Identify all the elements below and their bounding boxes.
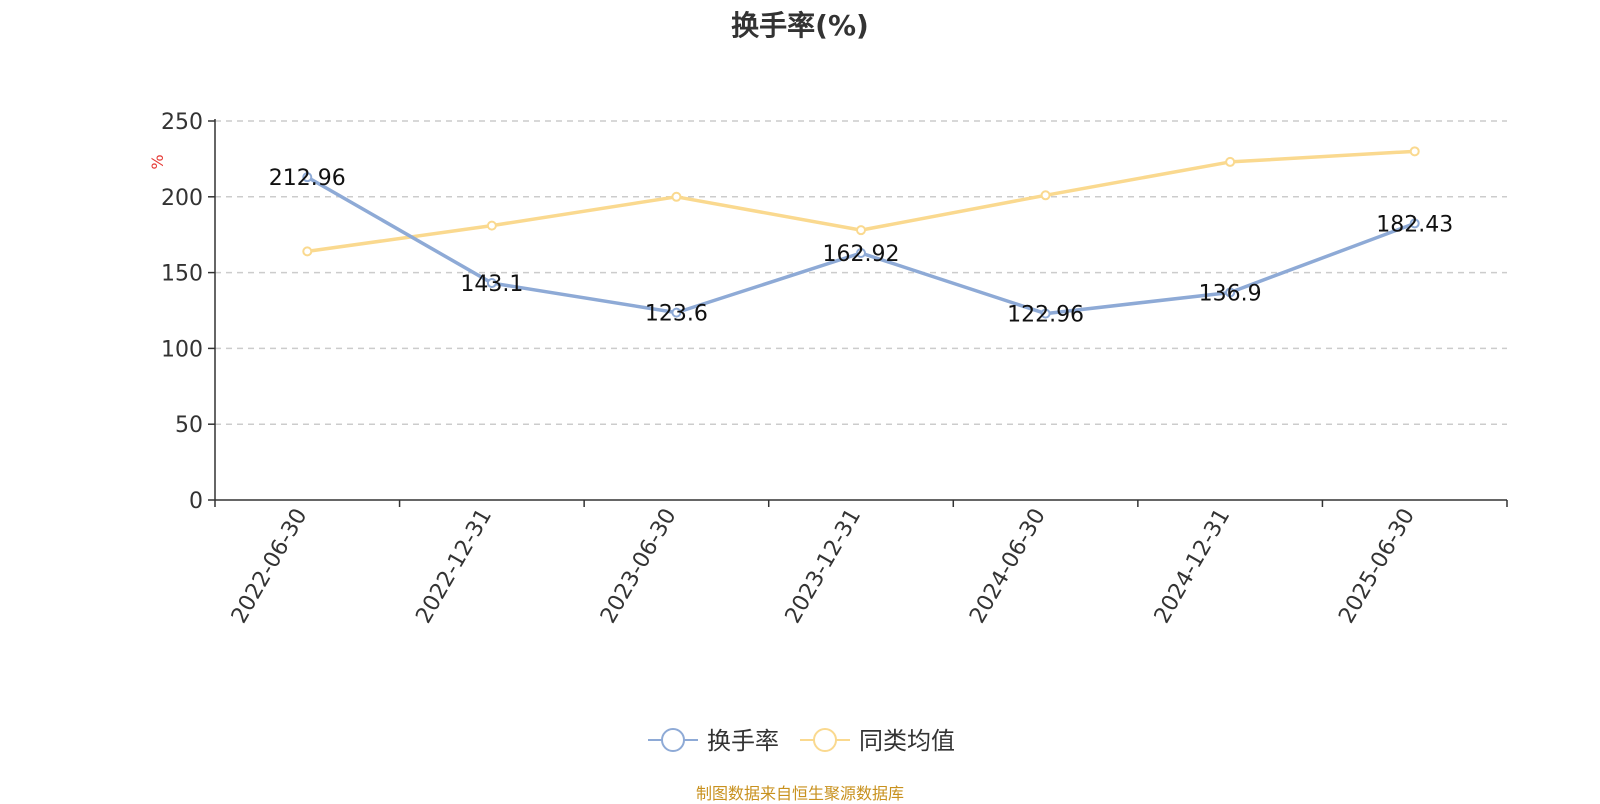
data-label: 162.92 — [823, 242, 900, 267]
data-point — [1225, 156, 1236, 167]
data-point — [302, 172, 313, 183]
series-line — [307, 149, 1415, 254]
y-tick-label: 0 — [189, 489, 203, 514]
data-point — [671, 191, 682, 202]
data-label: 182.43 — [1376, 212, 1453, 237]
data-point — [302, 246, 313, 257]
legend: 换手率 同类均值 — [648, 727, 955, 755]
data-labels: 212.96 143.1 123.6 162.92 122.96 136.9 182.43 — [269, 166, 1453, 327]
data-point — [1040, 190, 1051, 201]
x-tick-label: 2024-12-31 — [1150, 505, 1236, 628]
source-note: 制图数据来自恒生聚源数据库 — [695, 784, 904, 803]
y-tick-label: 200 — [161, 186, 203, 211]
legend-marker-icon — [813, 728, 837, 752]
y-tick-label: 250 — [161, 110, 203, 135]
data-label: 143.1 — [460, 272, 523, 297]
x-tick-label: 2023-06-30 — [596, 505, 682, 628]
grid-lines — [215, 120, 1507, 425]
y-tick-label: 150 — [161, 262, 203, 287]
legend-label: 换手率 — [707, 727, 779, 755]
data-point — [486, 278, 497, 289]
legend-marker-icon — [661, 728, 685, 752]
data-point — [1409, 218, 1420, 229]
x-tick-label: 2022-12-31 — [411, 505, 497, 628]
data-label: 123.6 — [645, 302, 708, 327]
y-tick-label: 100 — [161, 337, 203, 362]
x-tick-label: 2023-12-31 — [781, 505, 867, 628]
data-point — [486, 220, 497, 231]
data-label: 136.9 — [1199, 281, 1262, 306]
y-tick-label: 50 — [175, 413, 203, 438]
chart-title: 换手率(%) — [731, 9, 869, 42]
data-point — [856, 248, 866, 259]
series — [302, 146, 1420, 319]
data-point — [671, 307, 682, 318]
data-point — [856, 225, 866, 236]
data-label: 212.96 — [269, 166, 346, 191]
x-tick-label: 2024-06-30 — [965, 505, 1051, 628]
x-tick-label: 2025-06-30 — [1334, 505, 1420, 628]
axes: 0 50 100 150 200 250% 2022-06-30 2022-12-31 2023… — [148, 110, 1508, 628]
data-point — [1225, 287, 1236, 298]
y-axis-label: % — [148, 154, 167, 169]
data-point — [1409, 146, 1420, 157]
x-tick-label: 2022-06-30 — [227, 505, 313, 628]
legend-label: 同类均值 — [859, 727, 955, 755]
data-point — [1040, 308, 1051, 319]
data-label: 122.96 — [1007, 303, 1084, 328]
